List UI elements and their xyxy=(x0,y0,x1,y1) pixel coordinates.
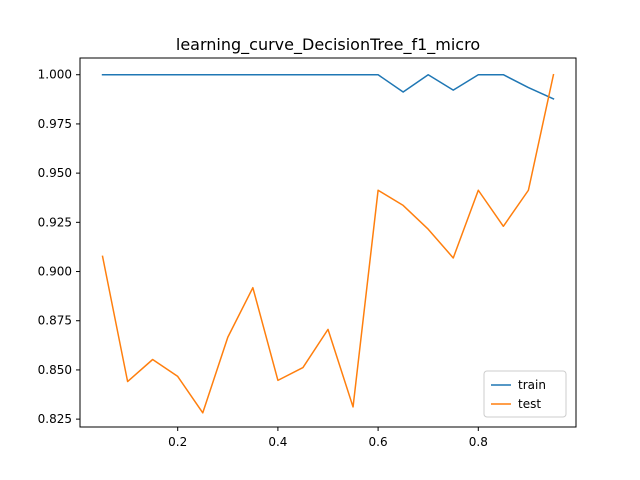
series-line-train xyxy=(101,73,555,100)
chart-title: learning_curve_DecisionTree_f1_micro xyxy=(176,35,480,55)
x-tick-label: 0.8 xyxy=(469,435,488,449)
y-tick-label: 0.925 xyxy=(38,215,72,229)
y-tick-label: 0.950 xyxy=(38,166,72,180)
y-tick-label: 0.875 xyxy=(38,314,72,328)
series-line-test xyxy=(101,73,555,414)
legend-box xyxy=(483,370,567,418)
y-tick-label: 1.000 xyxy=(38,68,72,82)
legend-label-test: test xyxy=(518,397,541,411)
legend: train test xyxy=(483,370,567,418)
x-tick-label: 0.4 xyxy=(268,435,287,449)
y-tick-label: 0.850 xyxy=(38,363,72,377)
legend-label-train: train xyxy=(518,378,546,392)
x-tick-label: 0.2 xyxy=(168,435,187,449)
y-tick-label: 0.900 xyxy=(38,265,72,279)
y-tick-label: 0.825 xyxy=(38,412,72,426)
axes-frame xyxy=(79,57,577,428)
x-tick-label: 0.6 xyxy=(369,435,388,449)
plot-area: 0.2 0.4 0.6 0.8 0.825 0.850 0.875 0.900 0.925 0.9… xyxy=(38,57,577,449)
y-tick-label: 0.975 xyxy=(38,117,72,131)
